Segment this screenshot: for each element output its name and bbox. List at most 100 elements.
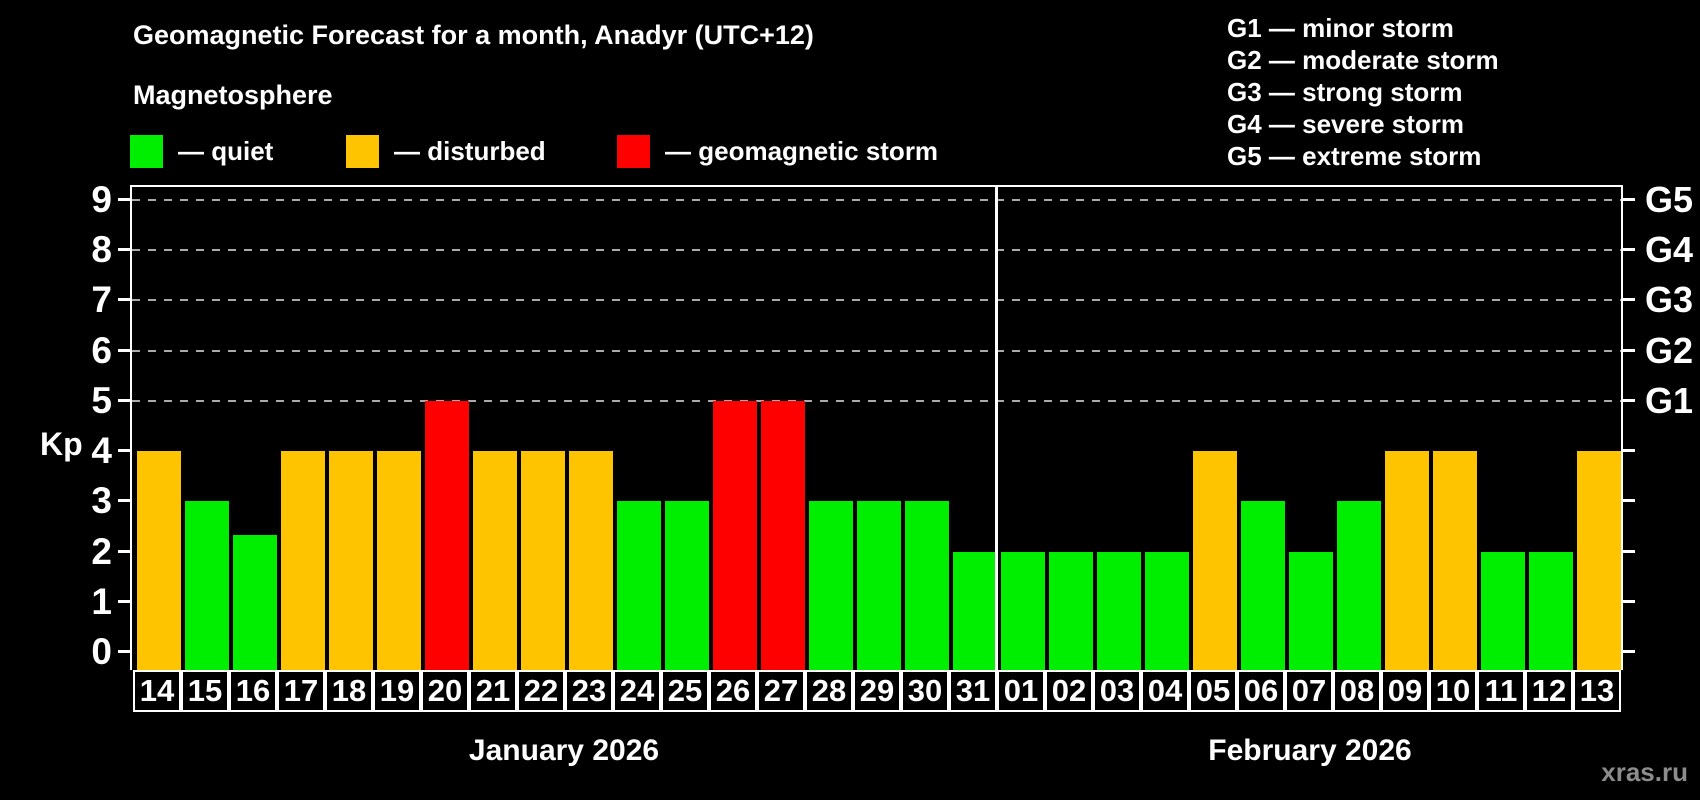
day-label-cell: 21 xyxy=(469,670,517,712)
g-scale-label-g3: G3 xyxy=(1645,279,1694,320)
kp-bar xyxy=(1481,551,1525,670)
y-axis-tick-label: 3 xyxy=(91,480,112,521)
g-scale-tick xyxy=(1623,650,1635,653)
kp-bar xyxy=(617,501,661,670)
day-label-cell: 26 xyxy=(709,670,757,712)
g-scale-tick xyxy=(1623,198,1635,201)
day-label-cell: 14 xyxy=(133,670,181,712)
y-axis-tick xyxy=(118,349,130,352)
day-label-cell: 07 xyxy=(1285,670,1333,712)
day-label-cell: 01 xyxy=(997,670,1045,712)
day-label-cell: 18 xyxy=(325,670,373,712)
legend-item-label: — disturbed xyxy=(394,135,546,166)
y-axis-title: Kp xyxy=(40,426,83,462)
y-axis-tick xyxy=(118,298,130,301)
storm-scale-line: G3 — strong storm xyxy=(1227,77,1463,107)
y-axis-tick xyxy=(118,499,130,502)
kp-bar xyxy=(329,451,373,670)
day-label-cell: 19 xyxy=(373,670,421,712)
kp-bar xyxy=(905,501,949,670)
kp-bar xyxy=(1433,451,1477,670)
kp-bar xyxy=(857,501,901,670)
y-axis-tick-label: 4 xyxy=(91,430,112,471)
kp-bar xyxy=(1193,451,1237,670)
kp-bar xyxy=(521,451,565,670)
y-axis-tick xyxy=(118,650,130,653)
quiet-swatch xyxy=(130,134,163,168)
kp-bar xyxy=(473,451,517,670)
day-label-cell: 11 xyxy=(1477,670,1525,712)
g-scale-label-g4: G4 xyxy=(1645,229,1694,270)
g-scale-tick xyxy=(1623,499,1635,502)
grid-line-kp7 xyxy=(132,299,1621,302)
condition-legend: — quiet — disturbed — geomagnetic storm xyxy=(0,128,1000,174)
day-label-cell: 12 xyxy=(1525,670,1573,712)
legend-item-storm: — geomagnetic storm xyxy=(617,128,938,174)
day-label-cell: 03 xyxy=(1093,670,1141,712)
kp-bar xyxy=(185,501,229,670)
kp-bar xyxy=(1385,451,1429,670)
grid-line-kp6 xyxy=(132,349,1621,352)
y-axis-tick-label: 2 xyxy=(91,531,112,572)
g-scale-label-g1: G1 xyxy=(1645,380,1694,421)
day-label-cell: 22 xyxy=(517,670,565,712)
kp-bar xyxy=(953,551,997,670)
kp-bar xyxy=(665,501,709,670)
y-axis-tick xyxy=(118,600,130,603)
grid-line-kp5 xyxy=(132,399,1621,402)
kp-bar xyxy=(1001,551,1045,670)
legend-item-label: — quiet xyxy=(178,135,274,166)
day-label-cell: 27 xyxy=(757,670,805,712)
g-scale-tick xyxy=(1623,298,1635,301)
kp-bar xyxy=(761,400,805,670)
g-scale-tick xyxy=(1623,248,1635,251)
g-scale-tick xyxy=(1623,349,1635,352)
day-label-cell: 20 xyxy=(421,670,469,712)
day-label-cell: 17 xyxy=(277,670,325,712)
kp-bar xyxy=(1337,501,1381,670)
kp-bar xyxy=(425,400,469,670)
storm-scale-legend: G1 — minor storm G2 — moderate storm G3 — … xyxy=(1227,12,1499,172)
day-label-cell: 04 xyxy=(1141,670,1189,712)
legend-item-label: — geomagnetic storm xyxy=(665,135,939,166)
y-axis-tick-label: 0 xyxy=(91,631,112,672)
grid-line-kp9 xyxy=(132,199,1621,201)
g-scale-tick xyxy=(1623,399,1635,402)
storm-swatch xyxy=(617,134,650,168)
y-axis-tick xyxy=(118,198,130,201)
kp-bar xyxy=(809,501,853,670)
watermark: xras.ru xyxy=(1601,757,1688,787)
y-axis-tick-label: 9 xyxy=(91,179,112,220)
day-label-cell: 29 xyxy=(853,670,901,712)
storm-scale-line: G2 — moderate storm xyxy=(1227,45,1499,75)
y-axis-tick-label: 6 xyxy=(91,330,112,371)
y-axis-tick-label: 5 xyxy=(91,380,112,421)
y-axis-tick-label: 1 xyxy=(91,581,112,622)
kp-bar xyxy=(377,451,421,670)
day-label-cell: 06 xyxy=(1237,670,1285,712)
kp-bar xyxy=(137,451,181,670)
day-label-cell: 09 xyxy=(1381,670,1429,712)
page-title: Geomagnetic Forecast for a month, Anadyr… xyxy=(133,20,814,50)
day-label-cell: 16 xyxy=(229,670,277,712)
day-label-cell: 30 xyxy=(901,670,949,712)
kp-bar xyxy=(569,451,613,670)
kp-bar xyxy=(1145,551,1189,670)
y-axis-tick xyxy=(118,399,130,402)
disturbed-swatch xyxy=(346,134,379,168)
day-label-cell: 15 xyxy=(181,670,229,712)
y-axis-tick xyxy=(118,248,130,251)
kp-bar xyxy=(1241,501,1285,670)
day-label-cell: 05 xyxy=(1189,670,1237,712)
kp-bar xyxy=(1529,551,1573,670)
chart-subtitle: Magnetosphere xyxy=(133,80,333,110)
legend-item-quiet: — quiet xyxy=(130,128,273,174)
g-scale-tick xyxy=(1623,550,1635,553)
day-label-cell: 02 xyxy=(1045,670,1093,712)
kp-bar xyxy=(1049,551,1093,670)
month-label-february: February 2026 xyxy=(1208,734,1412,767)
kp-bar xyxy=(281,451,325,670)
y-axis-tick xyxy=(118,449,130,452)
